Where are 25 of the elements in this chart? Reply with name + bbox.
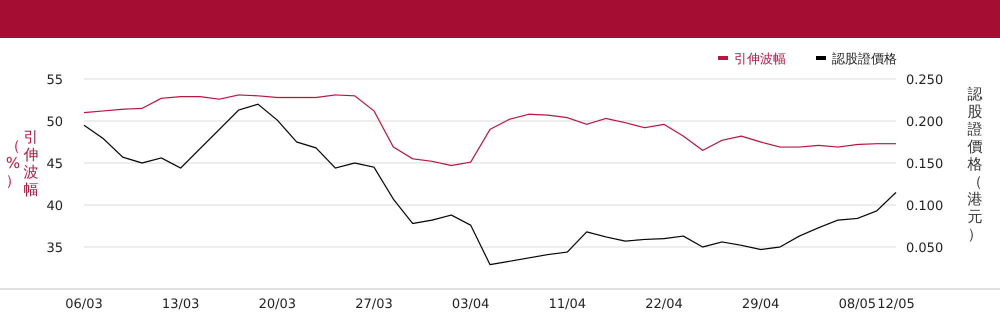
y-tick-label: 50 <box>46 115 63 130</box>
x-tick-label: 27/03 <box>355 297 393 312</box>
legend-label: 引伸波幅 <box>734 52 786 67</box>
x-tick-label: 22/04 <box>645 297 683 312</box>
y2-tick-label: 0.050 <box>906 241 944 256</box>
text: 認股證價格（港元） <box>968 85 982 243</box>
legend-label: 認股證價格 <box>832 52 897 67</box>
y-tick-label: 55 <box>46 73 63 88</box>
y2-tick-label: 0.250 <box>906 73 944 88</box>
x-tick-label: 03/04 <box>452 297 490 312</box>
y2-tick-label: 0.100 <box>906 199 944 214</box>
x-tick-label: 20/03 <box>258 297 296 312</box>
x-tick-label: 29/04 <box>742 297 780 312</box>
x-tick-label: 11/04 <box>548 297 586 312</box>
line-series <box>83 104 897 266</box>
x-tick-label: 06/03 <box>65 297 103 312</box>
x-tick-label: 12/05 <box>877 297 915 312</box>
y2-tick-label: 0.150 <box>906 157 944 172</box>
y-tick-label: 35 <box>46 241 63 256</box>
line-series <box>83 94 897 166</box>
x-tick-label: 08/05 <box>838 297 876 312</box>
y-tick-label: 45 <box>46 157 63 172</box>
x-tick-label: 13/03 <box>162 297 200 312</box>
y-tick-label: 40 <box>46 199 63 214</box>
y2-tick-label: 0.200 <box>906 115 944 130</box>
